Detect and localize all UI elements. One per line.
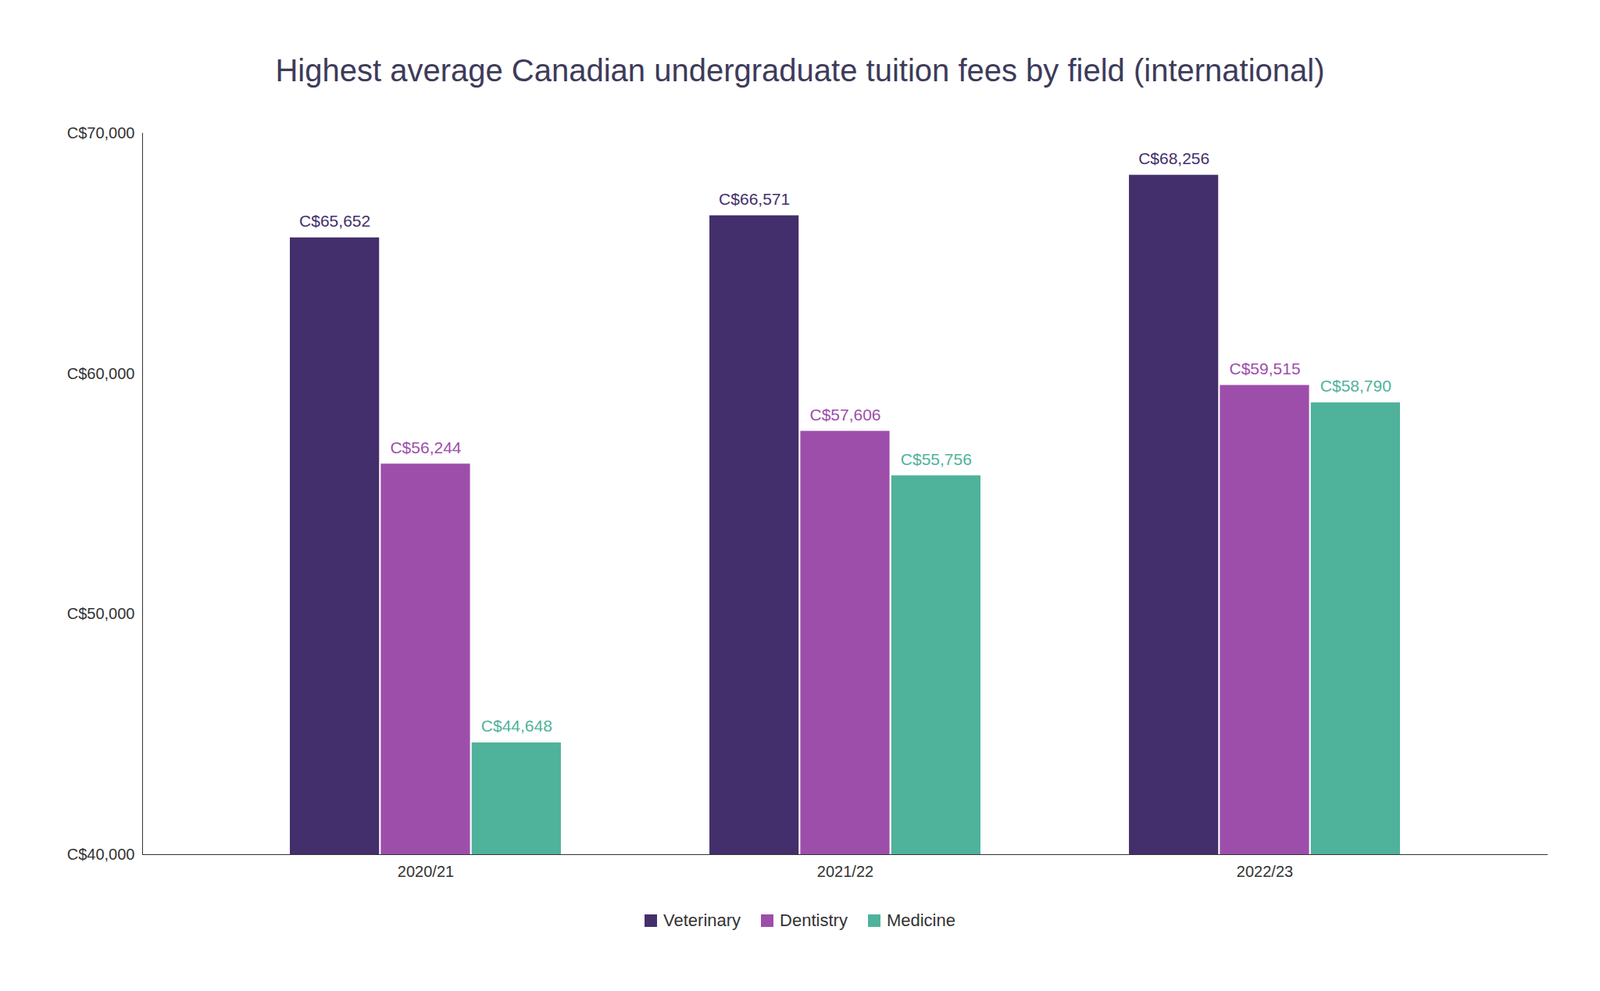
svg-text:2021/22: 2021/22 — [817, 862, 874, 880]
html-text:Veterinary: Veterinary — [663, 910, 741, 930]
svg-text:C$58,790: C$58,790 — [1320, 376, 1392, 395]
svg-text:C$68,256: C$68,256 — [1138, 149, 1210, 168]
svg-text:C$56,244: C$56,244 — [389, 438, 461, 457]
svg-text:C$40,000: C$40,000 — [67, 845, 136, 863]
html-text:Medicine: Medicine — [886, 910, 956, 930]
html-text:Dentistry: Dentistry — [779, 910, 848, 930]
svg-text:C$65,652: C$65,652 — [299, 211, 371, 230]
svg-text:C$50,000: C$50,000 — [67, 604, 136, 622]
svg-text:C$59,515: C$59,515 — [1228, 359, 1300, 378]
html-text:Highest average Canadian under: Highest average Canadian undergraduate t… — [275, 53, 1325, 88]
svg-text:C$57,606: C$57,606 — [809, 405, 881, 424]
svg-text:2020/21: 2020/21 — [397, 862, 454, 880]
svg-text:2022/23: 2022/23 — [1236, 862, 1293, 880]
svg-text:C$70,000: C$70,000 — [67, 124, 136, 142]
svg-text:C$55,756: C$55,756 — [900, 450, 972, 468]
svg-text:C$44,648: C$44,648 — [481, 716, 553, 735]
svg-text:C$66,571: C$66,571 — [718, 189, 790, 208]
svg-text:C$60,000: C$60,000 — [67, 364, 136, 383]
